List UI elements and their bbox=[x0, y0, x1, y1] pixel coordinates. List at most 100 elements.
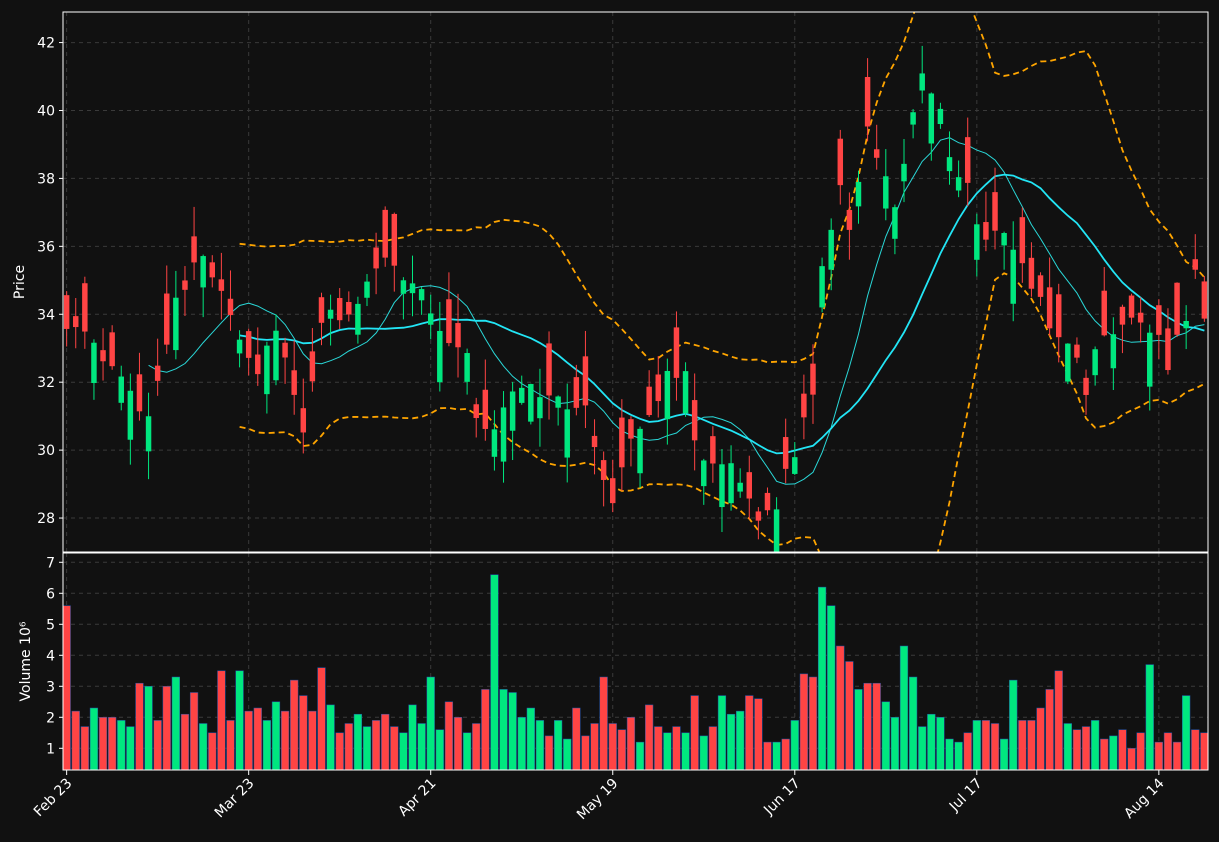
candle-body bbox=[837, 138, 844, 186]
grid-lines bbox=[63, 12, 1208, 770]
volume-bar bbox=[526, 707, 535, 770]
volume-bar bbox=[845, 661, 854, 770]
volume-bar bbox=[781, 738, 790, 770]
volume-bar bbox=[453, 717, 463, 770]
volume-bar bbox=[1163, 732, 1173, 770]
candle-body bbox=[1128, 295, 1135, 318]
volume-bar bbox=[635, 741, 645, 770]
volume-bar bbox=[763, 741, 772, 770]
candle-body bbox=[1119, 306, 1126, 325]
volume-bar bbox=[908, 676, 918, 770]
volume-bar bbox=[836, 645, 845, 770]
candle-body bbox=[1137, 312, 1144, 323]
candle-body bbox=[1028, 257, 1035, 289]
candle-body bbox=[318, 297, 325, 323]
volume-bar bbox=[208, 732, 217, 770]
candle-body bbox=[1056, 294, 1062, 338]
volume-bar bbox=[444, 701, 454, 770]
candle-body bbox=[528, 384, 534, 422]
candle-body bbox=[628, 419, 634, 439]
price-tick-label: 38 bbox=[37, 171, 55, 187]
candle-body bbox=[974, 224, 980, 260]
candle-body bbox=[919, 73, 925, 91]
volume-bar bbox=[408, 704, 417, 770]
candle-body bbox=[728, 463, 734, 504]
volume-bar bbox=[390, 726, 399, 770]
volume-bar bbox=[326, 704, 335, 770]
volume-bar bbox=[745, 695, 754, 770]
candle-body bbox=[482, 389, 489, 429]
price-axis-label: Price bbox=[12, 265, 28, 299]
volume-bar bbox=[808, 676, 818, 770]
candle-body bbox=[1110, 334, 1117, 369]
candle-body bbox=[218, 279, 225, 291]
candle-body bbox=[91, 342, 97, 384]
volume-bar bbox=[517, 717, 526, 770]
candle-body bbox=[1037, 275, 1044, 297]
volume-bar bbox=[180, 713, 190, 770]
volume-bar bbox=[663, 732, 672, 770]
candle-body bbox=[582, 356, 589, 406]
candle-body bbox=[273, 330, 279, 381]
candle-body bbox=[209, 262, 215, 278]
candle-body bbox=[983, 222, 989, 240]
volume-bar bbox=[335, 732, 344, 770]
volume-bar bbox=[162, 686, 171, 770]
volume-bar bbox=[280, 710, 290, 770]
candle-body bbox=[173, 297, 179, 351]
candle-body bbox=[828, 229, 834, 270]
candle-body bbox=[364, 281, 370, 298]
volume-bar bbox=[217, 670, 226, 770]
volume-bar bbox=[490, 574, 499, 770]
candle-body bbox=[309, 351, 316, 382]
candle-body bbox=[473, 404, 479, 419]
volume-bar bbox=[863, 682, 872, 770]
volume-bar bbox=[699, 735, 708, 770]
candle-body bbox=[300, 408, 307, 433]
volume-bar bbox=[462, 732, 472, 770]
price-tick-label: 42 bbox=[37, 36, 55, 52]
candle-body bbox=[1092, 349, 1098, 376]
volume-bar bbox=[799, 673, 809, 770]
volume-bar bbox=[1127, 748, 1136, 770]
candle-body bbox=[409, 283, 416, 294]
volume-tick-label: 1 bbox=[46, 741, 55, 757]
candle-body bbox=[1147, 332, 1153, 387]
volume-bar bbox=[199, 723, 208, 770]
candle-body bbox=[864, 77, 871, 127]
volume-bar bbox=[817, 586, 827, 770]
candle-body bbox=[291, 370, 297, 395]
candle-body bbox=[755, 511, 762, 521]
candle-body bbox=[792, 457, 798, 474]
volume-bar bbox=[71, 710, 80, 770]
candle-body bbox=[946, 157, 953, 172]
volume-bar bbox=[317, 667, 326, 770]
volume-panel-frame bbox=[62, 552, 1209, 771]
volume-bar bbox=[171, 676, 180, 770]
candle-body bbox=[873, 149, 880, 158]
volume-bar bbox=[963, 732, 972, 770]
x-tick-label: Jul 17 bbox=[946, 776, 986, 816]
candle-body bbox=[236, 339, 243, 354]
candle-body bbox=[1046, 287, 1053, 329]
candle-body bbox=[82, 283, 88, 332]
price-tick-label: 40 bbox=[37, 103, 55, 119]
volume-bar bbox=[945, 738, 954, 770]
x-tick-label: Mar 23 bbox=[212, 776, 258, 822]
volume-bar bbox=[426, 676, 435, 770]
volume-bar bbox=[417, 723, 426, 770]
volume-bar bbox=[153, 720, 162, 770]
volume-bar bbox=[344, 723, 353, 770]
candle-body bbox=[127, 390, 134, 440]
volume-bar bbox=[754, 698, 763, 770]
volume-bar bbox=[617, 729, 626, 770]
volume-bar bbox=[544, 735, 554, 770]
volume-bar bbox=[626, 717, 636, 770]
candle-body bbox=[619, 417, 625, 468]
volume-bar bbox=[1136, 732, 1145, 770]
volume-bar bbox=[1027, 720, 1036, 770]
candle-body bbox=[1074, 344, 1080, 358]
volume-tick-label: 3 bbox=[46, 679, 55, 695]
volume-bar bbox=[990, 723, 1000, 770]
